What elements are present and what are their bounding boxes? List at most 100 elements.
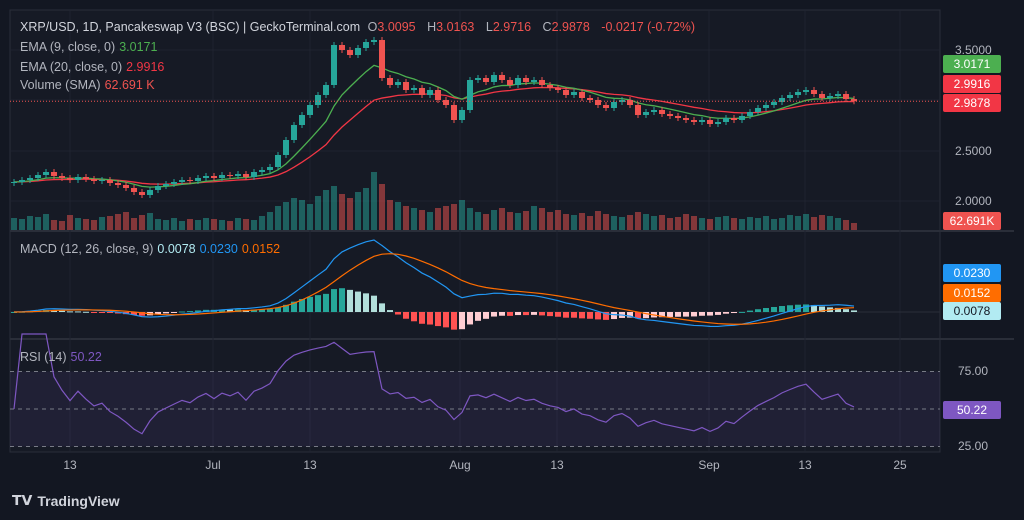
macd-histogram-bar [267,309,273,312]
macd-line [13,239,855,328]
symbol-title: XRP/USD, 1D, Pancakeswap V3 (BSC) | Geck… [20,20,361,34]
volume-bar [475,212,481,230]
macd-legend[interactable]: MACD (12, 26, close, 9) 0.0078 0.0230 0.015… [20,242,284,256]
candle [363,42,369,48]
volume-bar [811,217,817,230]
volume-bar [843,220,849,230]
volume-bar [715,217,721,230]
macd-histogram-bar [275,307,281,312]
volume-bar [603,214,609,230]
candle [691,120,697,122]
ema9-value: 3.0171 [119,40,158,54]
macd-line-value: 0.0230 [199,242,238,256]
volume-bar [595,211,601,230]
candle [251,172,257,177]
macd-hist-tag: 0.0078 [943,302,1001,320]
time-tick: Jul [205,458,221,472]
macd-signal-value: 0.0152 [241,242,281,256]
open-label: O [367,20,378,34]
ema20-legend[interactable]: EMA (20, close, 0) 2.9916 [20,60,168,74]
candle [475,78,481,80]
volume-bar [19,219,25,230]
volume-bar [123,212,129,230]
macd-histogram-bar [731,312,737,314]
volume-legend[interactable]: Volume (SMA) 62.691 K [20,78,159,92]
candle [499,75,505,80]
tradingview-logo[interactable]: 𝗧𝗩 TradingView [12,492,120,509]
candle [323,85,329,95]
macd-histogram-bar [835,307,841,312]
candle [723,118,729,122]
volume-tag: 62.691K [943,212,1001,230]
candle [539,80,545,85]
volume-bar [203,218,209,230]
macd-histogram-bar [523,312,529,316]
time-tick: 13 [550,458,564,472]
candle [483,78,489,82]
candle [459,110,465,120]
macd-histogram-bar [579,312,585,319]
macd-histogram-bar [427,312,433,325]
volume-bar [459,200,465,230]
macd-histogram-bar [347,289,353,312]
candle [227,175,233,176]
time-tick: 25 [893,458,907,472]
candle [195,178,201,181]
volume-bar [227,221,233,230]
volume-bar [307,204,313,230]
volume-bar [187,219,193,230]
macd-histogram-bar [667,312,673,317]
open-value: 3.0095 [377,20,416,34]
candle [163,184,169,186]
volume-bar [379,184,385,230]
macd-histogram-bar [739,311,745,313]
volume-bar [803,214,809,230]
candle [763,105,769,108]
candle [27,178,33,180]
macd-signal-line [13,253,855,325]
rsi-legend[interactable]: RSI (14) 50.22 [20,350,106,364]
macd-histogram-bar [91,312,97,313]
rsi-tick: 25.00 [958,439,989,453]
macd-histogram-bar [355,291,361,312]
candle [787,95,793,98]
volume-bar [155,219,161,230]
volume-bar [523,211,529,230]
last-price-tag: 2.9878 [943,94,1001,112]
candle [643,112,649,115]
volume-bar [587,216,593,230]
ema9-legend[interactable]: EMA (9, close, 0) 3.0171 [20,40,161,54]
macd-histogram-bar [811,305,817,312]
volume-bar [179,221,185,230]
price-tick: 3.5000 [955,43,992,57]
volume-bar [11,218,17,230]
candle [683,118,689,120]
volume-bar [259,216,265,230]
volume-bar [835,218,841,230]
volume-bar [499,208,505,230]
candle [235,174,241,176]
tradingview-icon: 𝗧𝗩 [12,492,33,508]
candle [67,178,73,180]
candle [507,80,513,85]
volume-bar [147,213,153,230]
time-tick: 13 [798,458,812,472]
volume-bar [43,214,49,230]
candle [91,179,97,181]
candle [219,175,225,178]
candle [107,180,113,183]
candle [579,92,585,98]
macd-histogram-bar [771,306,777,312]
candle [155,186,161,190]
candle [355,48,361,55]
volume-bar [131,218,137,230]
macd-histogram-bar [131,312,137,315]
candle [75,177,81,180]
volume-bar [539,208,545,230]
volume-bar [739,219,745,230]
candle [147,190,153,195]
candle [211,176,217,178]
close-label: C [542,20,552,34]
candle [51,172,57,176]
